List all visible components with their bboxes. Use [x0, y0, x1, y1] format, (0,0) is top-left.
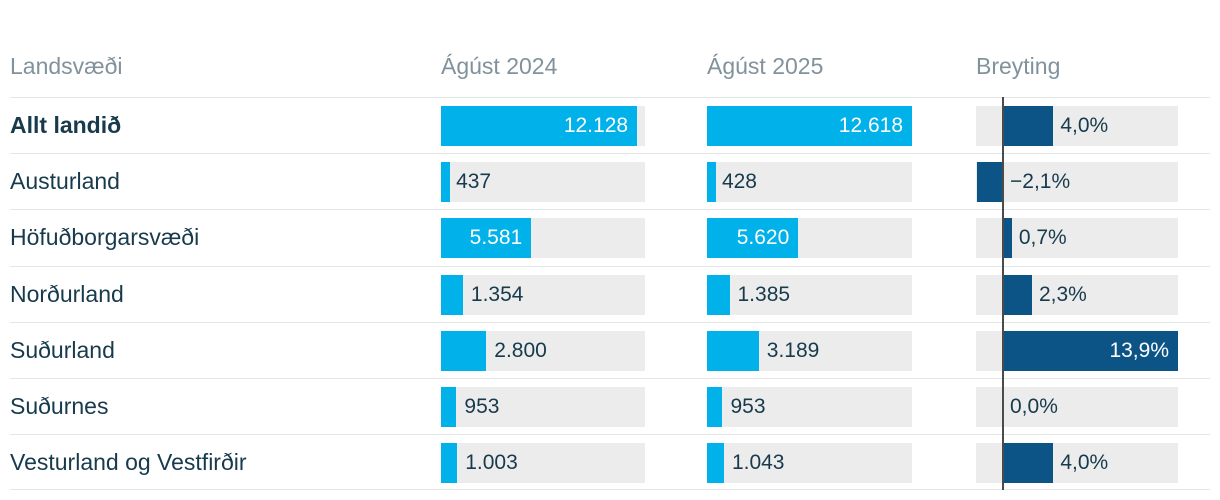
bar-track-aug2024: 437 — [441, 162, 645, 203]
bar-aug2024 — [441, 274, 463, 315]
bar-change — [1003, 443, 1054, 484]
bar-aug2025 — [707, 162, 716, 203]
bar-track-aug2025: 1.385 — [707, 274, 912, 315]
bar-aug2025 — [707, 330, 759, 371]
bar-track-aug2024: 1.003 — [441, 443, 645, 484]
column-header-aug2025: Ágúst 2025 — [707, 53, 824, 79]
table-row: Höfuðborgarsvæði 5.581 5.620 0,7% — [10, 209, 1210, 265]
bar-track-aug2024: 5.581 — [441, 218, 645, 259]
bar-track-aug2025: 3.189 — [707, 330, 912, 371]
value-aug2025: 428 — [721, 170, 757, 194]
region-label: Norðurland — [10, 280, 124, 307]
bar-aug2025: 5.620 — [707, 218, 799, 259]
bar-track-change: −2,1% — [976, 162, 1178, 203]
column-header-change: Breyting — [976, 53, 1061, 79]
bar-aug2025 — [707, 443, 724, 484]
bar-track-change: 0,7% — [976, 218, 1178, 259]
value-aug2024: 2.800 — [494, 338, 547, 362]
bar-track-change: 2,3% — [976, 274, 1178, 315]
region-label: Höfuðborgarsvæði — [10, 224, 200, 251]
bar-track-change: 4,0% — [976, 443, 1178, 484]
region-label: Suðurnes — [10, 392, 109, 419]
value-aug2024: 437 — [456, 170, 492, 194]
value-aug2025: 1.043 — [731, 451, 785, 475]
column-header-region: Landsvæði — [10, 53, 123, 79]
table-row: Norðurland 1.354 1.385 2,3% — [10, 265, 1210, 322]
bar-change: 13,9% — [1003, 330, 1178, 371]
value-change: 4,0% — [1060, 114, 1109, 137]
value-aug2025: 12.618 — [838, 114, 903, 137]
value-aug2024: 5.581 — [469, 226, 523, 250]
value-change: 0,0% — [1010, 394, 1058, 418]
table-header: Landsvæði Ágúst 2024 Ágúst 2025 Breyting — [10, 0, 1210, 97]
bar-aug2024 — [441, 162, 450, 203]
bar-track-change: 13,9% — [976, 330, 1178, 371]
bar-aug2024 — [441, 330, 487, 371]
value-change: −2,1% — [1010, 170, 1071, 194]
bar-track-aug2024: 12.128 — [441, 106, 645, 146]
value-change: 4,0% — [1060, 451, 1109, 475]
bar-change — [1003, 218, 1012, 259]
table-row: Austurland 437 428 −2,1% — [10, 153, 1210, 209]
bar-aug2024 — [441, 386, 457, 427]
bar-change — [976, 162, 1003, 203]
bar-track-aug2025: 428 — [707, 162, 912, 203]
bar-track-aug2025: 12.618 — [707, 106, 912, 146]
bar-aug2025: 12.618 — [707, 106, 912, 146]
bar-track-aug2025: 953 — [707, 386, 912, 427]
value-aug2025: 953 — [730, 394, 766, 418]
value-change: 2,3% — [1038, 282, 1087, 306]
table-row: Suðurland 2.800 3.189 13,9% — [10, 321, 1210, 378]
region-label: Allt landið — [10, 112, 122, 138]
value-aug2024: 1.003 — [465, 451, 518, 475]
value-change: 0,7% — [1018, 226, 1067, 250]
value-aug2025: 1.385 — [737, 282, 791, 306]
bar-track-aug2024: 953 — [441, 386, 645, 427]
table-body: Allt landið 12.128 12.618 4,0% Austurlan… — [10, 97, 1210, 491]
bar-change — [1003, 106, 1054, 146]
bar-track-aug2025: 5.620 — [707, 218, 912, 259]
region-label: Suðurland — [10, 336, 115, 363]
bar-track-change: 0,0% — [976, 386, 1178, 427]
value-aug2024: 1.354 — [470, 282, 524, 306]
regional-bar-table: Landsvæði Ágúst 2024 Ágúst 2025 Breyting… — [10, 0, 1210, 491]
bar-track-aug2024: 1.354 — [441, 274, 645, 315]
table-row: Allt landið 12.128 12.618 4,0% — [10, 97, 1210, 153]
zero-axis-line — [1002, 97, 1004, 491]
table-row: Suðurnes 953 953 0,0% — [10, 377, 1210, 434]
value-aug2025: 3.189 — [766, 338, 820, 362]
region-label: Vesturland og Vestfirðir — [10, 449, 247, 476]
bar-aug2024: 5.581 — [441, 218, 532, 259]
value-aug2024: 12.128 — [563, 114, 629, 137]
value-aug2024: 953 — [464, 394, 500, 418]
value-aug2025: 5.620 — [736, 226, 790, 250]
bar-aug2024 — [441, 443, 458, 484]
bar-aug2024: 12.128 — [441, 106, 638, 146]
value-change: 13,9% — [1109, 338, 1169, 362]
bar-aug2025 — [707, 386, 723, 427]
region-label: Austurland — [10, 168, 120, 195]
bar-change — [1003, 274, 1032, 315]
table-row: Vesturland og Vestfirðir 1.003 1.043 4,0… — [10, 434, 1210, 491]
bar-track-aug2024: 2.800 — [441, 330, 645, 371]
bar-track-aug2025: 1.043 — [707, 443, 912, 484]
column-header-aug2024: Ágúst 2024 — [441, 53, 558, 79]
bar-track-change: 4,0% — [976, 106, 1178, 146]
bar-aug2025 — [707, 274, 730, 315]
